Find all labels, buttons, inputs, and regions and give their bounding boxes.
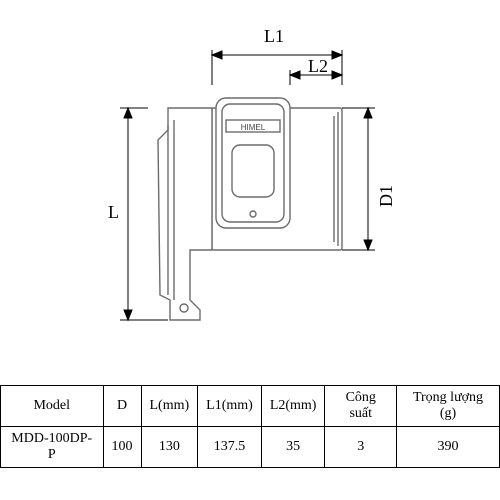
col-weight: Trọng lượng (g): [397, 386, 500, 427]
label-l: L: [108, 202, 119, 223]
brand-text: HIMEL: [241, 123, 266, 132]
label-l1: L1: [264, 26, 284, 47]
col-power: Công suất: [325, 386, 397, 427]
table-row: MDD-100DP-P 100 130 137.5 35 3 390: [1, 427, 500, 468]
label-d1: D1: [376, 185, 397, 207]
col-d: D: [103, 386, 141, 427]
spec-table: Model D L(mm) L1(mm) L2(mm) Công suất Tr…: [0, 385, 500, 468]
table-header-row: Model D L(mm) L1(mm) L2(mm) Công suất Tr…: [1, 386, 500, 427]
col-l: L(mm): [141, 386, 198, 427]
col-l2: L2(mm): [261, 386, 325, 427]
col-l1: L1(mm): [198, 386, 262, 427]
technical-diagram: HIMEL L1 L2 L D1: [0, 0, 500, 380]
col-model: Model: [1, 386, 104, 427]
label-l2: L2: [308, 56, 328, 77]
